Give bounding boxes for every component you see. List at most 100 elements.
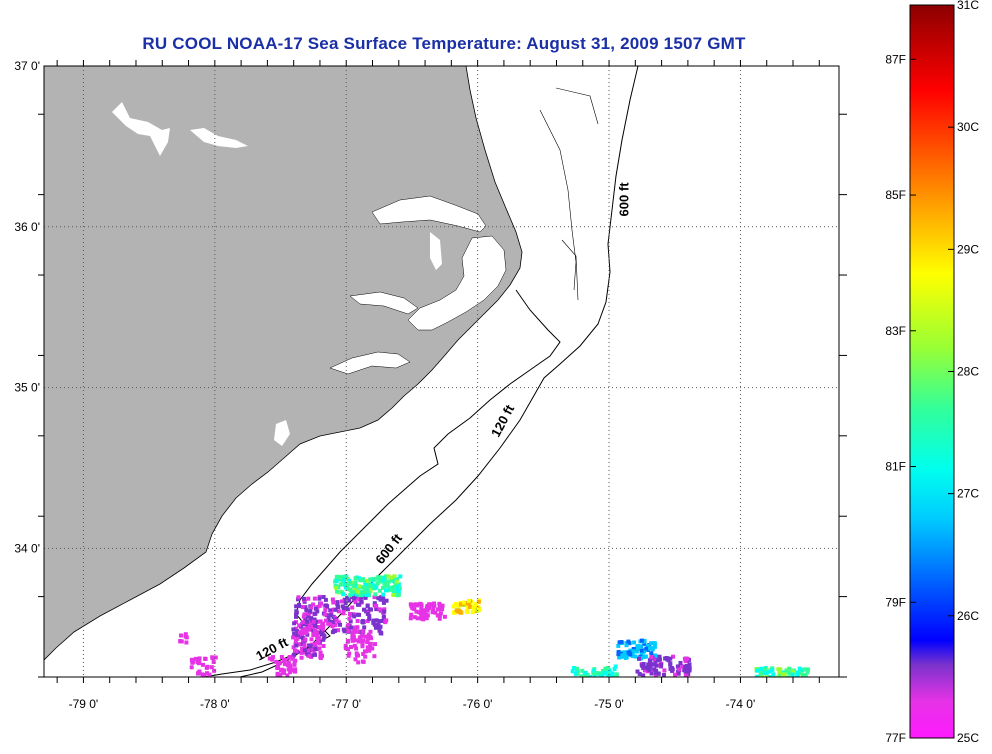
colorbar-c-label-0: 31C — [957, 0, 979, 12]
sst-pixel — [311, 602, 316, 607]
sst-pixel — [379, 631, 384, 636]
y-tick-label-3: 34 0' — [14, 541, 40, 555]
colorbar-c-label-3: 28C — [957, 365, 979, 379]
sst-pixel — [355, 619, 360, 623]
sst-pixel — [410, 606, 415, 611]
sst-pixel — [353, 657, 358, 662]
plot-frame — [43, 65, 840, 678]
sst-pixel — [433, 610, 438, 615]
sst-pixel — [317, 596, 322, 601]
sst-pixel — [409, 612, 414, 617]
sst-pixel — [372, 622, 377, 627]
sst-pixel — [373, 625, 378, 630]
sst-pixel — [368, 577, 373, 582]
sst-pixel — [370, 646, 375, 651]
sst-pixel — [303, 605, 308, 610]
sst-pixel — [352, 586, 357, 591]
sst-pixel — [285, 663, 290, 668]
sst-pixel — [317, 603, 322, 608]
sst-pixel — [384, 618, 389, 623]
sst-pixel — [607, 668, 612, 673]
sst-pixel — [309, 637, 314, 642]
sst-pixel — [327, 619, 332, 624]
sst-pixel — [437, 616, 442, 621]
sst-pixel — [345, 583, 350, 588]
sst-pixel — [312, 596, 317, 601]
sst-pixel — [360, 641, 365, 646]
sst-pixel — [195, 660, 200, 665]
sst-pixel — [314, 619, 318, 624]
sst-pixel — [306, 596, 311, 601]
sst-pixel — [376, 596, 381, 601]
sst-pixel — [353, 600, 358, 605]
sst-pixel — [780, 672, 785, 677]
sst-pixel — [347, 598, 352, 603]
sst-pixel — [334, 618, 339, 623]
sst-pixel — [360, 585, 365, 590]
sst-pixel — [648, 646, 652, 651]
sst-pixel — [755, 668, 760, 673]
sst-pixel — [586, 679, 590, 683]
sst-pixel — [590, 678, 594, 682]
sst-pixel — [639, 648, 644, 653]
sst-pixel — [368, 642, 373, 647]
y-tick-label-1: 36 0' — [14, 220, 40, 234]
sst-pixel — [432, 603, 437, 608]
sst-pixel — [307, 611, 311, 616]
sst-pixel — [365, 645, 370, 650]
sst-pixel — [348, 619, 353, 624]
sst-pixel — [395, 576, 400, 581]
sst-pixel — [372, 595, 377, 600]
sst-pixel — [631, 647, 636, 651]
sst-pixel — [296, 642, 301, 647]
sst-pixel — [362, 607, 366, 612]
sst-pixel — [786, 675, 791, 677]
sst-pixel — [202, 673, 207, 677]
sst-pixel — [276, 661, 280, 666]
sst-pixel — [352, 614, 357, 619]
sst-pixel — [355, 596, 360, 601]
sst-pixel — [184, 640, 189, 645]
sst-pixel — [368, 629, 373, 634]
sst-pixel — [312, 617, 317, 622]
colorbar-f-label-2: 83F — [885, 324, 906, 338]
sst-pixel — [347, 578, 352, 583]
sst-pixel — [326, 615, 331, 620]
sst-pixel — [179, 639, 184, 644]
sst-pixel — [683, 659, 688, 664]
sst-pixel — [358, 638, 363, 643]
inland-lake-4 — [274, 420, 290, 446]
sst-pixel — [321, 644, 326, 648]
sst-pixel — [617, 678, 621, 682]
sst-pixel — [764, 674, 769, 677]
sst-pixel — [803, 679, 807, 683]
sst-pixel — [787, 671, 792, 676]
sst-pixel — [642, 654, 647, 659]
sst-pixel — [347, 616, 352, 621]
sst-pixel — [412, 615, 417, 620]
sst-pixel — [294, 609, 299, 614]
sst-pixel — [374, 618, 379, 623]
sst-pixel — [476, 599, 481, 604]
sst-pixel — [384, 588, 388, 593]
sst-pixel — [788, 678, 792, 682]
sst-pixel — [353, 576, 358, 581]
sst-pixel — [421, 610, 426, 615]
sst-pixel — [310, 624, 315, 629]
sst-pixel — [368, 588, 373, 593]
sst-pixel — [381, 576, 386, 581]
sst-pixel — [366, 635, 371, 640]
sst-pixel — [359, 634, 364, 639]
sst-pixel — [380, 585, 385, 590]
y-tick-label-2: 35 0' — [14, 381, 40, 395]
colorbar-gradient — [909, 4, 955, 739]
sst-pixel — [459, 602, 464, 607]
sst-pixel — [626, 639, 631, 644]
sst-pixel — [639, 638, 644, 643]
sst-pixel — [791, 677, 795, 681]
sst-pixel — [309, 605, 313, 610]
sst-pixel — [805, 677, 809, 681]
sst-pixel — [275, 672, 280, 677]
sst-pixel — [685, 656, 690, 661]
sst-pixel — [365, 640, 370, 645]
